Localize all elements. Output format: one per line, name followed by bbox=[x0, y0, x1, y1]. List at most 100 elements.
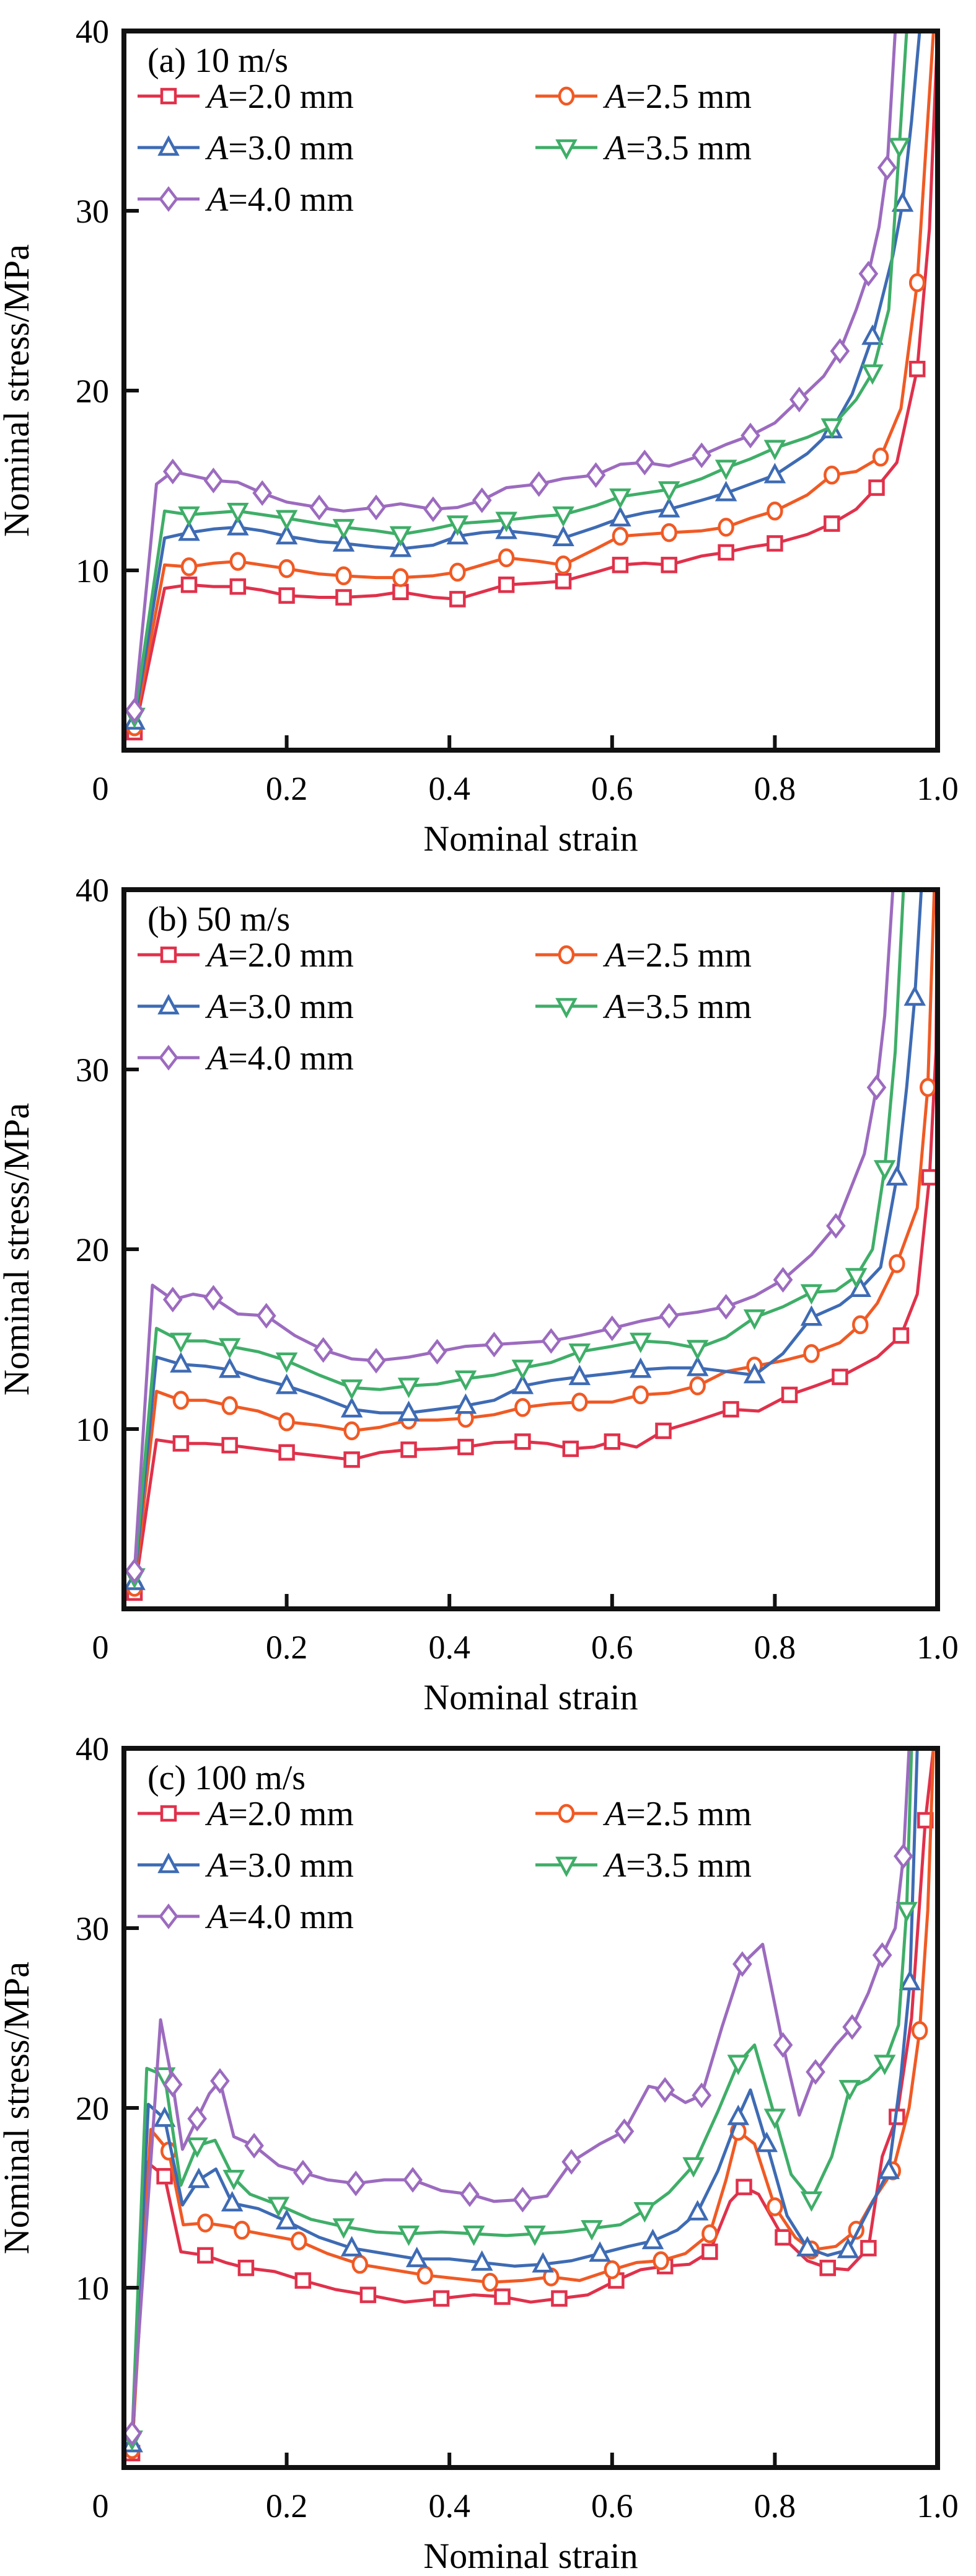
triangle-down-marker-icon bbox=[568, 1343, 591, 1365]
square-marker-icon bbox=[655, 1422, 672, 1440]
y-tick-label: 10 bbox=[76, 552, 109, 590]
circle-marker-icon bbox=[767, 502, 783, 521]
triangle-down-marker-icon bbox=[446, 515, 469, 536]
y-tick-label: 30 bbox=[76, 1051, 109, 1089]
square-marker-icon bbox=[868, 479, 885, 496]
square-marker-icon bbox=[718, 544, 734, 561]
square-marker-icon bbox=[832, 1368, 848, 1386]
diamond-marker-icon bbox=[162, 458, 183, 485]
triangle-up-marker-icon bbox=[589, 2241, 611, 2262]
circle-marker-icon bbox=[351, 2255, 369, 2274]
circle-marker-icon bbox=[449, 562, 466, 582]
circle-marker-icon bbox=[718, 518, 734, 537]
triangle-up-marker-icon bbox=[275, 1373, 298, 1394]
triangle-up-marker-icon bbox=[657, 497, 680, 518]
diamond-marker-icon bbox=[256, 1303, 276, 1329]
x-tick-label: 0.4 bbox=[428, 2487, 470, 2525]
triangle-down-marker-icon bbox=[267, 2197, 290, 2218]
triangle-up-marker-icon bbox=[470, 2250, 493, 2271]
circle-marker-icon bbox=[558, 86, 575, 106]
diamond-marker-icon bbox=[614, 2118, 635, 2144]
square-marker-icon bbox=[604, 1433, 621, 1450]
triangle-up-marker-icon bbox=[629, 1357, 652, 1378]
tick-labels: 0 0.2 0.4 0.6 0.8 1.0 10 20 30 40 bbox=[76, 13, 959, 807]
y-axis-title: Nominal stress/MPa bbox=[0, 244, 37, 537]
diamond-marker-icon bbox=[187, 2105, 208, 2132]
legend-entry-a-3.5-mm: A=3.5 mm bbox=[535, 988, 752, 1026]
x-tick-label: 1.0 bbox=[917, 1629, 959, 1666]
diamond-marker-icon bbox=[366, 494, 386, 521]
legend-entry-a-2.5-mm: A=2.5 mm bbox=[535, 1795, 752, 1833]
series-a-2.5-mm bbox=[126, 31, 935, 737]
legend-label: A=3.5 mm bbox=[602, 129, 752, 167]
panel-c-figure: 0 0.2 0.4 0.6 0.8 1.0 10 20 30 40 Nominal strain No… bbox=[0, 1717, 976, 2576]
diamond-marker-icon bbox=[159, 1903, 178, 1929]
circle-marker-icon bbox=[803, 1343, 820, 1363]
triangle-up-marker-icon bbox=[178, 520, 200, 541]
triangle-up-marker-icon bbox=[800, 1305, 823, 1326]
triangle-down-marker-icon bbox=[332, 2218, 355, 2239]
triangle-up-marker-icon bbox=[686, 1355, 709, 1376]
triangle-up-marker-icon bbox=[340, 2236, 363, 2257]
diamond-marker-icon bbox=[842, 2014, 862, 2040]
legend-entry-a-2.0-mm: A=2.0 mm bbox=[138, 1795, 354, 1833]
diamond-marker-icon bbox=[561, 2149, 581, 2175]
legend-entry-a-3.0-mm: A=3.0 mm bbox=[138, 129, 354, 167]
legend-label: A=2.5 mm bbox=[602, 1795, 752, 1833]
triangle-up-marker-icon bbox=[332, 531, 355, 552]
triangle-up-marker-icon bbox=[763, 463, 786, 484]
triangle-up-marker-icon bbox=[157, 1852, 180, 1874]
diamond-marker-icon bbox=[460, 2181, 480, 2207]
diamond-marker-icon bbox=[894, 1843, 913, 1869]
circle-marker-icon bbox=[291, 2231, 307, 2251]
diamond-marker-icon bbox=[692, 2082, 712, 2109]
square-marker-icon bbox=[723, 1401, 739, 1418]
x-tick-label: 1.0 bbox=[917, 2487, 959, 2525]
triangle-up-marker-icon bbox=[227, 515, 249, 536]
legend: (a) 10 m/sA=2.0 mm A=2.5 mm A=3.0 mm A=3.5 … bbox=[138, 42, 752, 219]
diamond-marker-icon bbox=[830, 338, 850, 364]
panel-label: (c) 100 m/s bbox=[147, 1759, 306, 1797]
circle-marker-icon bbox=[689, 1376, 706, 1396]
plot-area bbox=[124, 890, 938, 1601]
legend-label: A=3.0 mm bbox=[204, 129, 354, 167]
triangle-up-marker-icon bbox=[837, 2237, 859, 2259]
triangle-up-marker-icon bbox=[153, 2106, 176, 2127]
circle-marker-icon bbox=[908, 273, 926, 293]
circle-marker-icon bbox=[197, 2213, 214, 2233]
legend-label: A=4.0 mm bbox=[204, 1898, 354, 1936]
circle-marker-icon bbox=[701, 2224, 718, 2244]
square-marker-icon bbox=[494, 2288, 511, 2305]
triangle-down-marker-icon bbox=[275, 510, 298, 531]
triangle-down-marker-icon bbox=[682, 2157, 705, 2178]
triangle-down-marker-icon bbox=[555, 1856, 578, 1877]
legend-label: A=3.5 mm bbox=[602, 988, 752, 1026]
y-axis-title: Nominal stress/MPa bbox=[0, 1962, 37, 2254]
legend-entry-a-2.5-mm: A=2.5 mm bbox=[535, 77, 752, 116]
x-tick-label: 0.6 bbox=[591, 2487, 633, 2525]
diamond-marker-icon bbox=[866, 1074, 887, 1100]
y-tick-label: 40 bbox=[76, 872, 109, 909]
triangle-up-marker-icon bbox=[389, 536, 412, 557]
triangle-down-marker-icon bbox=[511, 1360, 534, 1381]
diamond-marker-icon bbox=[655, 2077, 675, 2103]
triangle-down-marker-icon bbox=[581, 2220, 603, 2241]
circle-marker-icon bbox=[558, 1804, 575, 1823]
plot-area bbox=[124, 31, 938, 741]
legend-label: A=2.0 mm bbox=[204, 1795, 354, 1833]
triangle-down-marker-icon bbox=[227, 503, 249, 524]
panel-a-chart: 0 0.2 0.4 0.6 0.8 1.0 10 20 30 40 Nominal strain No… bbox=[0, 0, 976, 859]
triangle-down-marker-icon bbox=[275, 1352, 298, 1373]
legend-entry-a-4.0-mm: A=4.0 mm bbox=[138, 1039, 354, 1078]
series-a-4.0-mm bbox=[125, 31, 897, 724]
triangle-up-marker-icon bbox=[157, 994, 180, 1015]
triangle-up-marker-icon bbox=[340, 1397, 363, 1418]
triangle-down-marker-icon bbox=[763, 2109, 786, 2130]
circle-marker-icon bbox=[558, 945, 575, 965]
x-tick-label: 0.2 bbox=[266, 770, 308, 807]
square-marker-icon bbox=[661, 557, 677, 573]
tick-labels: 0 0.2 0.4 0.6 0.8 1.0 10 20 30 40 bbox=[76, 1730, 959, 2525]
diamond-marker-icon bbox=[872, 1942, 892, 1968]
triangle-up-marker-icon bbox=[188, 2167, 210, 2189]
diamond-marker-icon bbox=[203, 1285, 224, 1311]
